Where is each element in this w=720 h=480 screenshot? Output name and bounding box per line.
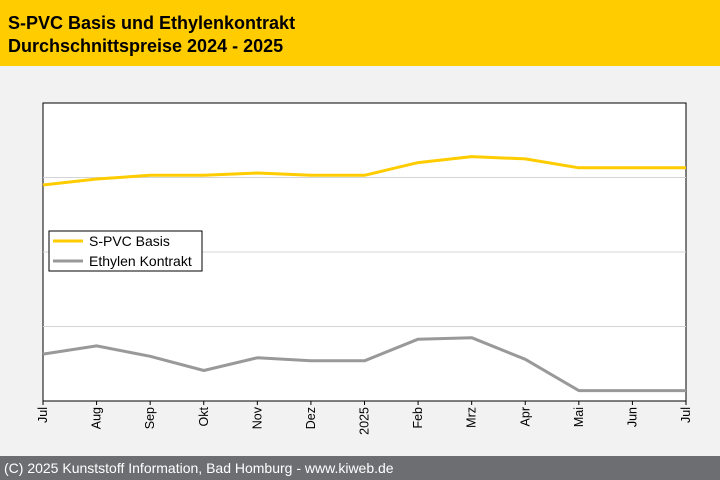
chart-subtitle: Durchschnittspreise 2024 - 2025 (8, 36, 284, 56)
x-tick-label: Aug (90, 407, 104, 429)
footer-bar: (C) 2025 Kunststoff Information, Bad Hom… (0, 456, 720, 480)
chart-title: S-PVC Basis und Ethylenkontrakt (8, 13, 296, 33)
copyright-text: (C) 2025 Kunststoff Information, Bad Hom… (4, 460, 394, 476)
x-tick-label: Sep (143, 407, 157, 429)
x-tick-label: Mrz (465, 407, 479, 428)
legend-box (48, 230, 203, 272)
series-line-ethylen (42, 336, 686, 393)
x-tick-label: Dez (304, 407, 318, 429)
x-tick-label: 2025 (358, 407, 372, 435)
x-tick-label: Okt (197, 406, 211, 426)
x-tick-label: Nov (250, 406, 264, 429)
x-tick-label: Mai (572, 407, 586, 427)
series-line-spvc (42, 155, 686, 187)
header-banner: S-PVC Basis und Ethylenkontrakt Durchsch… (0, 0, 720, 66)
legend-label-ethylen: Ethylen Kontrakt (89, 253, 192, 269)
legend-label-spvc: S-PVC Basis (89, 233, 170, 249)
legend: S-PVC Basis Ethylen Kontrakt (48, 230, 203, 272)
x-tick-label: Jul (679, 407, 693, 423)
x-tick-label: Feb (411, 407, 425, 429)
x-tick-label: Jul (36, 407, 50, 423)
x-tick-label: Apr (518, 407, 532, 426)
x-tick-label: Jun (625, 407, 639, 427)
